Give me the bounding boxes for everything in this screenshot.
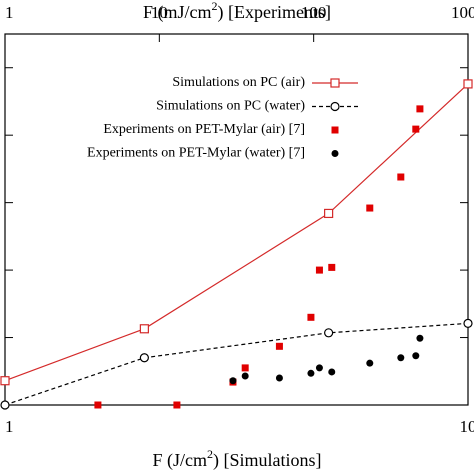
series-line [4,83,469,382]
point [241,364,249,372]
label-part: F (J/cm [152,450,207,471]
point [412,125,420,133]
point [307,369,315,377]
point [139,353,149,363]
point [139,324,149,334]
point [324,328,334,338]
x2-axis-label: F (mJ/cm2) [Experiments] [143,0,331,23]
point [416,334,424,342]
point [324,208,334,219]
point [307,313,315,321]
x2-tick-label: 100 [301,3,327,22]
label-part: ) [Simulations] [213,450,322,471]
x2-tick-label: 1 [5,3,14,22]
x-tick-label: 1 [5,417,14,436]
series-line [4,322,469,406]
point [0,376,10,386]
legend-marker [330,78,340,88]
point [94,401,102,409]
legend-label: Simulations on PC (air) [172,75,305,90]
x-tick-label: 10 [460,417,474,436]
x-axis-label: F (J/cm2) [Simulations] [152,447,321,471]
point [397,354,405,362]
legend-label: Simulations on PC (water) [156,99,305,114]
point [397,173,405,181]
point [315,266,323,274]
legend-label: Experiments on PET-Mylar (air) [7] [103,122,305,137]
point [173,401,181,409]
label-part: F (mJ/cm [143,2,212,23]
point [463,318,473,328]
point [412,352,420,360]
plot-frame [4,33,469,406]
point [229,377,237,385]
point [366,204,374,212]
label-sup: 2 [207,447,213,461]
legend-marker [331,150,339,157]
legend-label: Experiments on PET-Mylar (water) [7] [87,146,305,161]
point [328,368,336,376]
x2-tick-label: 1000 [451,3,474,22]
point [328,263,336,271]
label-part: ) [Experiments] [218,2,331,23]
legend-marker [330,101,340,112]
label-sup: 2 [212,0,218,13]
point [366,359,374,367]
legend-marker [331,126,339,134]
point [416,105,424,113]
point [241,372,249,380]
point [275,342,283,350]
point [275,374,283,382]
point [315,364,323,372]
point [463,79,473,89]
point [0,400,10,410]
x2-tick-label: 10 [151,3,168,22]
